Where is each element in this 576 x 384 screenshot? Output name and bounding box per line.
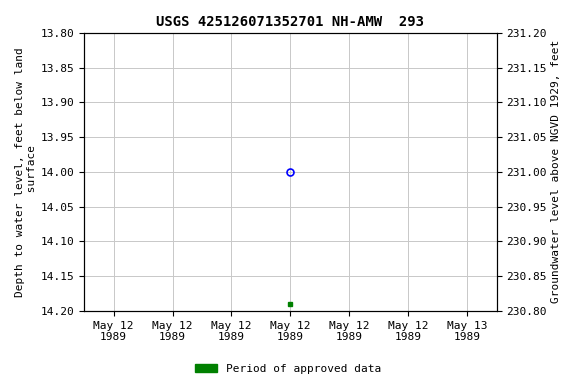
Y-axis label: Groundwater level above NGVD 1929, feet: Groundwater level above NGVD 1929, feet (551, 40, 561, 303)
Title: USGS 425126071352701 NH-AMW  293: USGS 425126071352701 NH-AMW 293 (157, 15, 425, 29)
Y-axis label: Depth to water level, feet below land
 surface: Depth to water level, feet below land su… (15, 47, 37, 297)
Legend: Period of approved data: Period of approved data (191, 359, 385, 379)
